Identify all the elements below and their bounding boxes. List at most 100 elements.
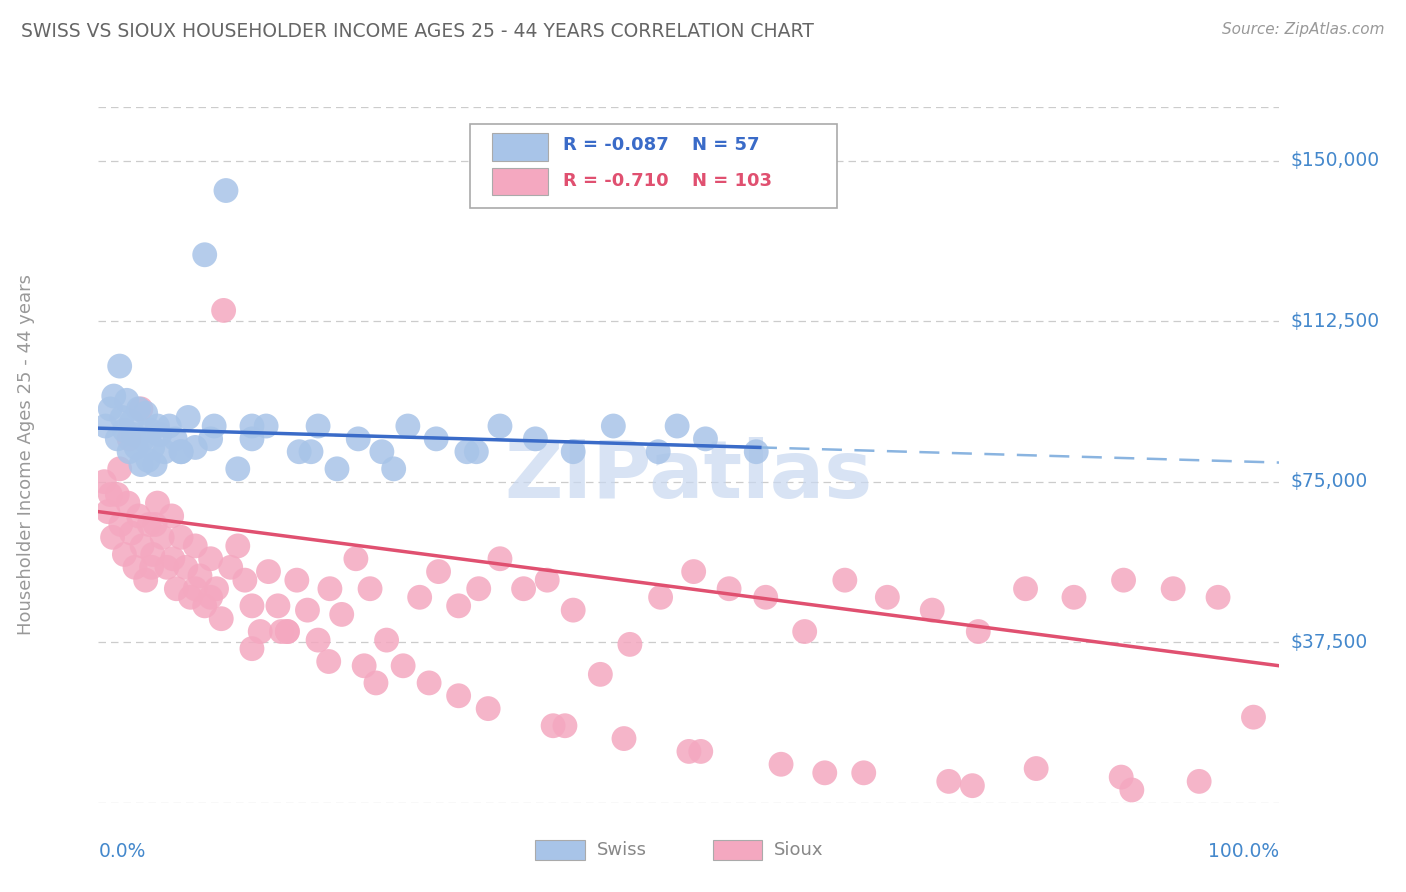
Point bbox=[135, 406, 157, 420]
Point bbox=[165, 432, 187, 446]
Point bbox=[160, 508, 183, 523]
Point bbox=[425, 432, 447, 446]
Point bbox=[132, 432, 155, 446]
Point bbox=[209, 612, 232, 626]
Point bbox=[1112, 573, 1135, 587]
Point bbox=[200, 432, 222, 446]
Point bbox=[105, 432, 128, 446]
Point bbox=[184, 582, 207, 596]
Point bbox=[170, 444, 193, 458]
Point bbox=[392, 658, 415, 673]
Point bbox=[267, 599, 290, 613]
Point bbox=[118, 432, 141, 446]
Point bbox=[108, 462, 131, 476]
Point bbox=[240, 419, 263, 434]
Point bbox=[456, 444, 478, 458]
Point bbox=[271, 77, 294, 91]
Point bbox=[157, 419, 180, 434]
Point bbox=[755, 591, 778, 605]
Point bbox=[562, 444, 585, 458]
FancyBboxPatch shape bbox=[492, 168, 548, 195]
Point bbox=[375, 633, 398, 648]
Text: Swiss: Swiss bbox=[596, 841, 647, 859]
Point bbox=[188, 569, 211, 583]
Point bbox=[156, 560, 179, 574]
Point bbox=[364, 676, 387, 690]
Point bbox=[150, 530, 173, 544]
Point bbox=[359, 582, 381, 596]
Point bbox=[1121, 783, 1143, 797]
Point bbox=[149, 427, 172, 442]
Text: Source: ZipAtlas.com: Source: ZipAtlas.com bbox=[1222, 22, 1385, 37]
Text: $112,500: $112,500 bbox=[1291, 311, 1379, 331]
Point bbox=[418, 676, 440, 690]
Point bbox=[153, 444, 176, 458]
Point bbox=[562, 603, 585, 617]
Text: 0.0%: 0.0% bbox=[98, 842, 146, 861]
Point bbox=[194, 599, 217, 613]
Point bbox=[146, 419, 169, 434]
Point bbox=[194, 248, 217, 262]
FancyBboxPatch shape bbox=[713, 840, 762, 860]
Point bbox=[647, 444, 669, 458]
Point bbox=[115, 393, 138, 408]
Point bbox=[745, 444, 768, 458]
Point bbox=[142, 441, 165, 455]
Point bbox=[98, 401, 121, 416]
Point bbox=[112, 423, 135, 437]
Text: $37,500: $37,500 bbox=[1291, 632, 1368, 652]
Text: R = -0.087: R = -0.087 bbox=[562, 136, 668, 154]
Point bbox=[793, 624, 815, 639]
Point bbox=[288, 444, 311, 458]
Point bbox=[770, 757, 793, 772]
Text: $150,000: $150,000 bbox=[1291, 151, 1379, 170]
Point bbox=[143, 458, 166, 472]
Text: 100.0%: 100.0% bbox=[1208, 842, 1279, 861]
Point bbox=[834, 573, 856, 587]
Point bbox=[589, 667, 612, 681]
Point bbox=[921, 603, 943, 617]
Point bbox=[319, 582, 342, 596]
Point bbox=[121, 526, 143, 541]
Point bbox=[240, 599, 263, 613]
Point bbox=[1025, 762, 1047, 776]
Point bbox=[307, 633, 329, 648]
Point bbox=[613, 731, 636, 746]
Point bbox=[105, 487, 128, 501]
Point bbox=[1109, 770, 1132, 784]
Point bbox=[465, 444, 488, 458]
Point bbox=[285, 573, 308, 587]
Point bbox=[93, 475, 115, 489]
Point bbox=[650, 591, 672, 605]
Point bbox=[276, 624, 298, 639]
Point bbox=[98, 487, 121, 501]
Point bbox=[200, 591, 222, 605]
Point bbox=[489, 419, 512, 434]
Point bbox=[240, 432, 263, 446]
Point bbox=[226, 539, 249, 553]
Point bbox=[326, 462, 349, 476]
Point bbox=[94, 419, 117, 434]
Point bbox=[257, 565, 280, 579]
Point bbox=[344, 551, 367, 566]
Point bbox=[814, 765, 837, 780]
Point bbox=[108, 359, 131, 373]
Point bbox=[512, 582, 534, 596]
Point bbox=[170, 530, 193, 544]
Point bbox=[215, 184, 238, 198]
Text: N = 57: N = 57 bbox=[693, 136, 761, 154]
Point bbox=[233, 573, 256, 587]
Point bbox=[489, 551, 512, 566]
Point bbox=[682, 565, 704, 579]
Point bbox=[174, 560, 197, 574]
Point bbox=[118, 444, 141, 458]
Point bbox=[447, 599, 470, 613]
Point bbox=[938, 774, 960, 789]
Point bbox=[554, 719, 576, 733]
Point bbox=[254, 419, 277, 434]
Point bbox=[205, 582, 228, 596]
Text: R = -0.710: R = -0.710 bbox=[562, 172, 668, 191]
Point bbox=[125, 441, 148, 455]
Point bbox=[1063, 591, 1085, 605]
Point bbox=[110, 517, 132, 532]
